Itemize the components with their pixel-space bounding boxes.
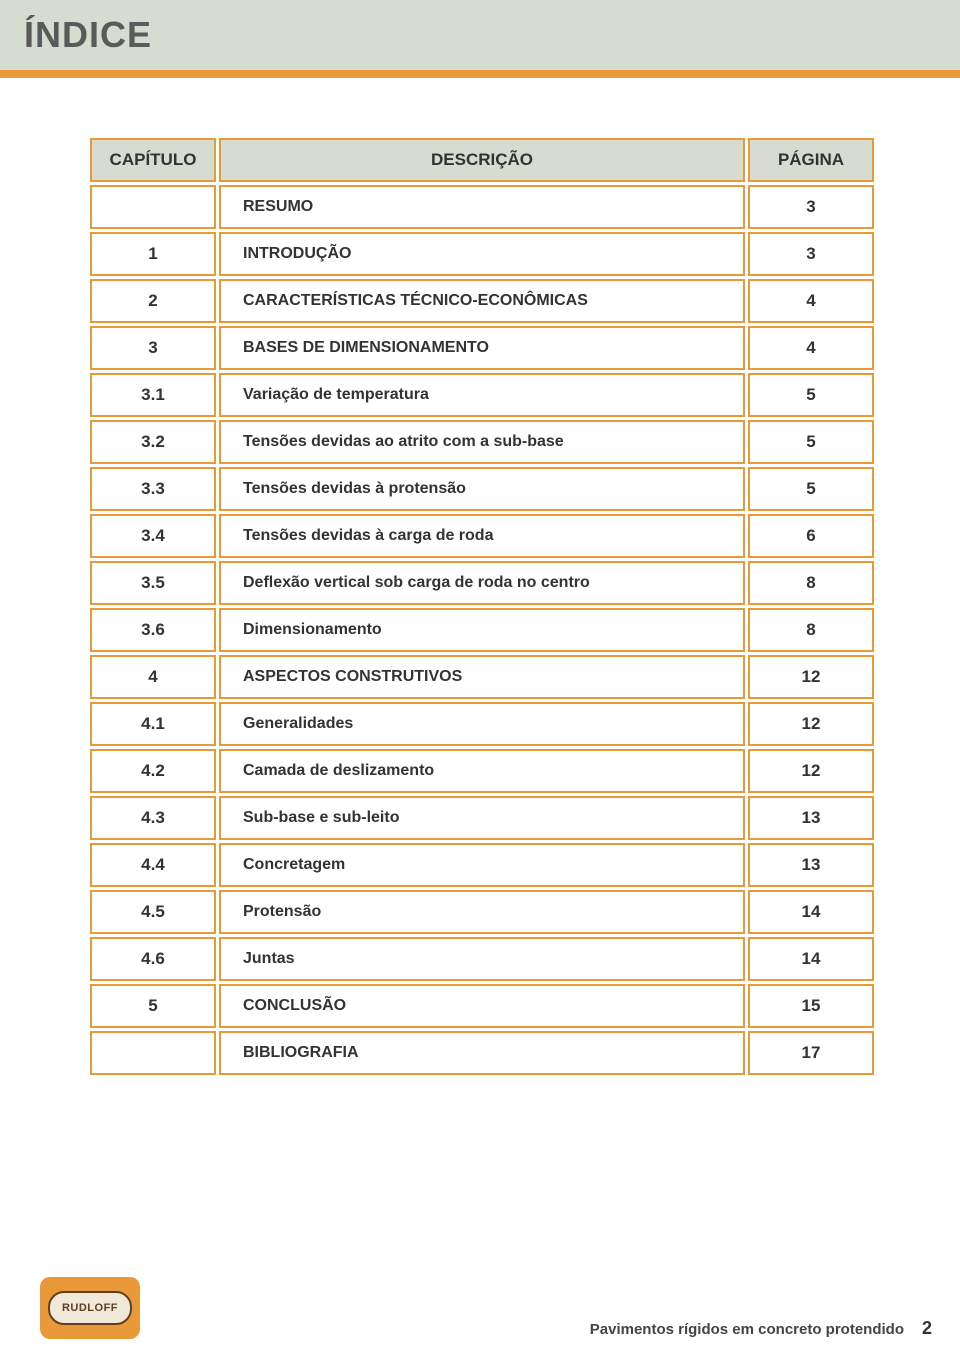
table-cell-pagina: 5 — [748, 373, 874, 417]
table-cell-capitulo: 3.1 — [90, 373, 216, 417]
table-cell-capitulo: 1 — [90, 232, 216, 276]
table-cell-pagina: 14 — [748, 890, 874, 934]
table-cell-descricao: Deflexão vertical sob carga de roda no c… — [219, 561, 745, 605]
table-cell-capitulo: 3.3 — [90, 467, 216, 511]
table-cell-capitulo: 4 — [90, 655, 216, 699]
table-cell-capitulo — [90, 185, 216, 229]
col-header-descricao: DESCRIÇÃO — [219, 138, 745, 182]
table-cell-descricao: Tensões devidas ao atrito com a sub-base — [219, 420, 745, 464]
table-cell-capitulo: 3.4 — [90, 514, 216, 558]
toc-table: CAPÍTULO DESCRIÇÃO PÁGINA RESUMO31INTROD… — [90, 138, 870, 1075]
content-area: CAPÍTULO DESCRIÇÃO PÁGINA RESUMO31INTROD… — [0, 138, 960, 1075]
brand-logo-inner: RUDLOFF — [48, 1291, 132, 1325]
table-cell-pagina: 4 — [748, 279, 874, 323]
table-cell-capitulo: 4.5 — [90, 890, 216, 934]
table-cell-pagina: 3 — [748, 232, 874, 276]
table-cell-descricao: ASPECTOS CONSTRUTIVOS — [219, 655, 745, 699]
table-cell-descricao: Camada de deslizamento — [219, 749, 745, 793]
table-cell-descricao: Juntas — [219, 937, 745, 981]
table-cell-pagina: 14 — [748, 937, 874, 981]
table-cell-capitulo: 4.3 — [90, 796, 216, 840]
table-cell-pagina: 5 — [748, 467, 874, 511]
table-cell-descricao: INTRODUÇÃO — [219, 232, 745, 276]
table-cell-descricao: CARACTERÍSTICAS TÉCNICO-ECONÔMICAS — [219, 279, 745, 323]
table-cell-pagina: 13 — [748, 843, 874, 887]
table-cell-pagina: 12 — [748, 702, 874, 746]
table-cell-pagina: 17 — [748, 1031, 874, 1075]
table-cell-capitulo: 5 — [90, 984, 216, 1028]
table-cell-descricao: RESUMO — [219, 185, 745, 229]
table-cell-descricao: Protensão — [219, 890, 745, 934]
page-footer: RUDLOFF Pavimentos rígidos em concreto p… — [0, 1261, 960, 1361]
table-cell-descricao: CONCLUSÃO — [219, 984, 745, 1028]
table-cell-pagina: 13 — [748, 796, 874, 840]
table-cell-descricao: Generalidades — [219, 702, 745, 746]
table-cell-descricao: Tensões devidas à carga de roda — [219, 514, 745, 558]
table-cell-pagina: 3 — [748, 185, 874, 229]
table-cell-capitulo: 4.6 — [90, 937, 216, 981]
table-cell-pagina: 4 — [748, 326, 874, 370]
footer-page-number: 2 — [922, 1318, 932, 1339]
table-cell-capitulo: 4.2 — [90, 749, 216, 793]
header-divider — [0, 70, 960, 78]
table-cell-pagina: 8 — [748, 608, 874, 652]
table-cell-pagina: 12 — [748, 655, 874, 699]
table-cell-descricao: Sub-base e sub-leito — [219, 796, 745, 840]
brand-logo-text: RUDLOFF — [62, 1302, 118, 1314]
table-cell-capitulo: 4.4 — [90, 843, 216, 887]
col-header-capitulo: CAPÍTULO — [90, 138, 216, 182]
page-header: ÍNDICE — [0, 0, 960, 70]
brand-logo: RUDLOFF — [40, 1277, 140, 1339]
table-cell-capitulo: 3.2 — [90, 420, 216, 464]
footer-caption: Pavimentos rígidos em concreto protendid… — [590, 1321, 904, 1338]
table-cell-descricao: BASES DE DIMENSIONAMENTO — [219, 326, 745, 370]
table-cell-pagina: 12 — [748, 749, 874, 793]
table-cell-capitulo: 4.1 — [90, 702, 216, 746]
table-cell-pagina: 6 — [748, 514, 874, 558]
table-cell-descricao: Concretagem — [219, 843, 745, 887]
table-cell-descricao: Variação de temperatura — [219, 373, 745, 417]
col-header-pagina: PÁGINA — [748, 138, 874, 182]
table-cell-capitulo — [90, 1031, 216, 1075]
table-cell-capitulo: 3.5 — [90, 561, 216, 605]
table-cell-pagina: 15 — [748, 984, 874, 1028]
table-cell-capitulo: 2 — [90, 279, 216, 323]
footer-right: Pavimentos rígidos em concreto protendid… — [590, 1318, 932, 1339]
page-title: ÍNDICE — [24, 14, 152, 56]
table-cell-capitulo: 3.6 — [90, 608, 216, 652]
table-cell-capitulo: 3 — [90, 326, 216, 370]
table-cell-descricao: Dimensionamento — [219, 608, 745, 652]
table-cell-descricao: Tensões devidas à protensão — [219, 467, 745, 511]
table-cell-descricao: BIBLIOGRAFIA — [219, 1031, 745, 1075]
table-cell-pagina: 8 — [748, 561, 874, 605]
table-cell-pagina: 5 — [748, 420, 874, 464]
